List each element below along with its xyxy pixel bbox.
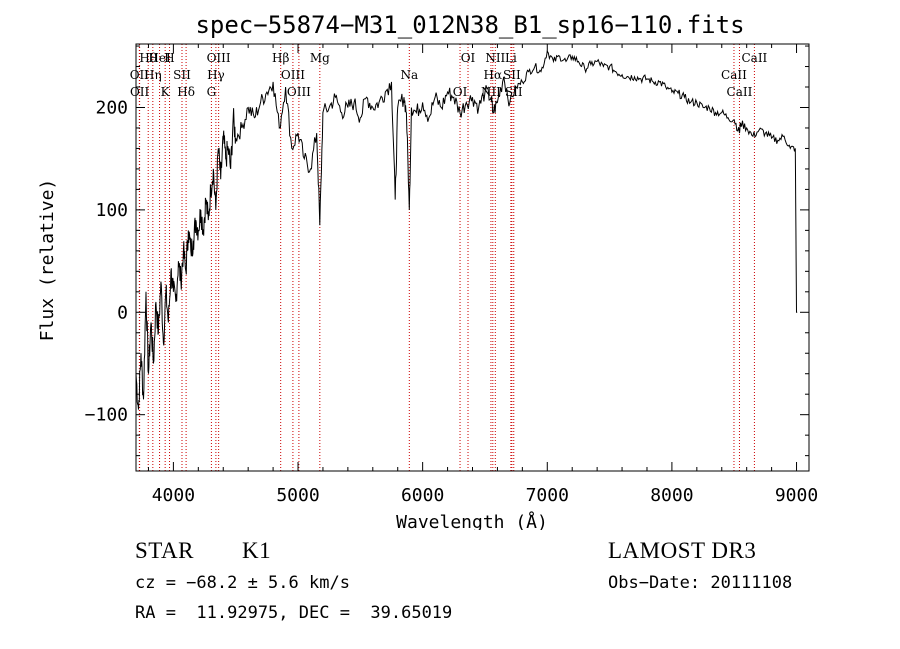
spectral-line-label: Hη	[144, 68, 162, 82]
spectral-line-label: OII	[130, 85, 150, 99]
flux-series-line	[135, 49, 798, 410]
observation-date: Obs−Date: 20111108	[608, 573, 793, 593]
spectral-line-label: OIII	[207, 51, 231, 65]
spectral-line-label: HeI	[148, 51, 171, 65]
spectrum-chart: spec−55874−M31_012N38_B1_sp16−110.fits H…	[37, 11, 818, 530]
spectral-line-label: CaII	[721, 68, 747, 82]
spectral-line-label: K	[161, 85, 171, 99]
spectral-line-label: Li	[505, 51, 517, 65]
spectral-line-label: Hα	[484, 68, 503, 82]
x-tick-label: 6000	[401, 485, 444, 506]
radial-velocity: cz = −68.2 ± 5.6 km/s	[135, 573, 350, 593]
spectral-line-label: OIII	[281, 68, 305, 82]
spectral-line-label: OIII	[287, 85, 311, 99]
y-tick-label: 100	[95, 200, 128, 221]
spectral-line-label: Hδ	[177, 85, 195, 99]
object-subclass: K1	[242, 538, 272, 563]
sky-coordinates: RA = 11.92975, DEC = 39.65019	[135, 603, 453, 623]
x-tick-label: 5000	[276, 485, 319, 506]
spectral-line-label: SII	[173, 68, 191, 82]
spectral-line-label: Na	[400, 68, 418, 82]
spectral-line-label: CaII	[727, 85, 753, 99]
x-tick-label: 8000	[650, 485, 693, 506]
spectral-line-label: Hγ	[207, 68, 225, 82]
x-axis-label: Wavelength (Å)	[396, 511, 548, 530]
spectral-line-label: G	[207, 85, 217, 99]
object-class: STAR	[135, 538, 194, 563]
spectral-line-label: CaII	[741, 51, 767, 65]
x-tick-label: 7000	[526, 485, 569, 506]
y-axis-ticks: −100 0 100 200	[85, 45, 809, 457]
y-tick-label: −100	[85, 405, 128, 426]
spectral-line-label: OII	[130, 68, 150, 82]
x-axis-ticks: 4000 5000 6000 7000 8000 9000	[147, 44, 818, 506]
x-tick-label: 9000	[775, 485, 818, 506]
spectral-line-labels: Hθ OII OII HeI Hη K H SII Hδ OIII Hγ G Hβ OIII OIII Mg N…	[130, 51, 768, 99]
y-tick-label: 200	[95, 97, 128, 118]
spectral-line-label: SII	[503, 68, 521, 82]
spectral-line-label: OI	[461, 51, 476, 65]
spectral-line-markers	[138, 44, 755, 471]
spectral-line-label: Hβ	[272, 51, 289, 65]
chart-title: spec−55874−M31_012N38_B1_sp16−110.fits	[195, 11, 744, 39]
x-tick-label: 4000	[152, 485, 195, 506]
spectral-line-label: Hθ	[139, 51, 157, 65]
spectral-line-label: OI	[453, 85, 468, 99]
spectral-line-label: Mg	[310, 51, 330, 65]
y-axis-label: Flux (relative)	[37, 179, 58, 342]
y-tick-label: 0	[117, 302, 128, 323]
spectral-line-label: H	[164, 51, 174, 65]
survey-name: LAMOST DR3	[608, 538, 757, 563]
spectral-line-label: NII	[485, 51, 505, 65]
